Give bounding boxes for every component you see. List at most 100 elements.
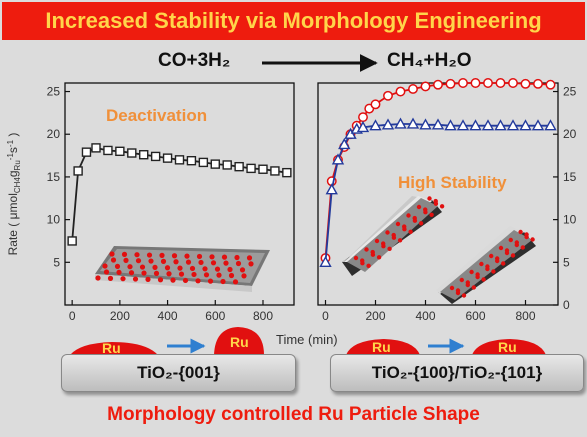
ru-particle-flat-left	[70, 342, 158, 355]
data-point-circle	[470, 78, 481, 88]
ru-dot	[114, 263, 121, 269]
ru-dot	[239, 267, 246, 273]
ru-dot	[418, 221, 424, 226]
ru-dot	[148, 258, 154, 264]
y-tick-label: 20	[47, 127, 61, 141]
data-point-triangle	[394, 117, 407, 129]
ru-particle-flat-right-2	[472, 339, 546, 355]
ru-dot	[164, 265, 171, 271]
ru-dot	[210, 260, 217, 266]
ru-dot	[429, 212, 434, 217]
ru-dot	[152, 264, 158, 270]
data-point-square	[73, 166, 83, 176]
data-point-square	[150, 151, 161, 162]
data-point-square	[198, 157, 209, 168]
ru-label-flat-left: Ru	[102, 340, 121, 356]
ru-dot	[110, 257, 117, 263]
data-point-triangle	[506, 119, 520, 131]
ru-dot	[109, 251, 115, 257]
support-tio2-001: TiO₂-{001}	[61, 354, 296, 392]
ru-dot	[495, 258, 500, 264]
ru-dot	[439, 204, 445, 209]
ru-dot	[128, 270, 135, 276]
ru-label-flat-right-2: Ru	[498, 339, 517, 355]
ru-dot	[134, 252, 140, 258]
x-tick-label: 400	[415, 309, 435, 323]
data-point-triangle	[319, 255, 332, 268]
ru-dot	[160, 258, 167, 264]
data-point-triangle	[456, 119, 470, 131]
ru-dot	[498, 245, 504, 251]
data-point-square	[81, 147, 92, 157]
data-point-circle	[533, 78, 543, 89]
ru-dot	[508, 237, 513, 243]
y-tick-label: 25	[47, 85, 61, 99]
data-point-circle	[545, 79, 556, 90]
ru-dot	[471, 285, 476, 290]
ru-dot	[95, 275, 101, 281]
ru-dot	[416, 204, 422, 210]
ru-dot	[196, 253, 203, 260]
ru-dot	[449, 285, 455, 291]
data-point-square	[91, 143, 101, 153]
ru-dot	[518, 229, 523, 235]
data-point-square	[174, 155, 185, 165]
ru-dot	[461, 293, 467, 298]
ru-dot	[153, 270, 160, 276]
ru-dot	[397, 238, 403, 243]
ru-dot	[241, 273, 247, 279]
ru-dot	[504, 250, 510, 256]
ru-dot	[520, 245, 525, 250]
ru-dot	[146, 252, 153, 258]
ru-dot	[402, 227, 407, 232]
ru-particle-flat-right-1	[346, 339, 420, 355]
ru-dot	[501, 261, 506, 266]
data-point-square	[115, 146, 125, 157]
ru-dot	[455, 290, 461, 296]
data-point-triangle	[519, 119, 532, 131]
data-point-circle	[383, 90, 393, 101]
reaction-products: CH₄+H₂O	[387, 50, 472, 71]
data-point-triangle	[338, 138, 351, 150]
x-tick-label: 600	[465, 309, 485, 323]
ru-dot	[216, 272, 222, 278]
ru-particle-round	[214, 327, 264, 355]
y-tick-label: 25	[563, 85, 577, 99]
data-point-square	[67, 236, 77, 246]
data-point-circle	[508, 78, 518, 88]
ru-dot	[121, 251, 128, 257]
data-point-circle	[458, 78, 468, 88]
data-point-triangle	[406, 117, 420, 129]
crystal-plate-left	[95, 246, 270, 292]
data-point-circle	[520, 78, 531, 89]
high-stability-label: High Stability	[398, 173, 507, 192]
ru-dot	[185, 259, 192, 265]
ru-dot	[223, 260, 229, 266]
x-axis-label: Time (min)	[276, 332, 338, 347]
ru-dot	[171, 253, 178, 259]
data-point-circle	[395, 86, 406, 97]
data-point-circle	[483, 78, 493, 88]
ru-dot	[139, 264, 146, 270]
ru-dot	[184, 253, 190, 259]
ru-dot	[228, 272, 235, 279]
ru-dot	[232, 279, 239, 285]
ru-dot	[353, 255, 359, 261]
data-point-square	[162, 153, 173, 163]
ru-dot	[530, 237, 535, 242]
ru-dot	[127, 264, 133, 270]
ru-dot	[202, 266, 208, 272]
ru-dot	[475, 274, 480, 280]
data-point-triangle	[469, 119, 482, 131]
ru-dot	[173, 259, 179, 265]
data-point-circle	[358, 112, 368, 123]
data-point-circle	[420, 81, 431, 92]
x-tick-label: 0	[322, 309, 329, 323]
data-point-square	[127, 148, 137, 158]
ru-dot	[227, 266, 233, 273]
y-tick-label: 10	[47, 213, 61, 227]
ru-dot	[159, 252, 165, 258]
ru-dot	[141, 270, 147, 276]
footer-title: Morphology controlled Ru Particle Shape	[107, 404, 480, 425]
